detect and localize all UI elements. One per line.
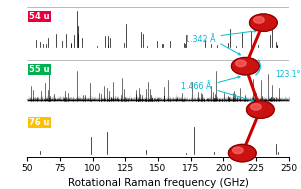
Text: 1.466 Å: 1.466 Å [181,82,211,91]
Text: 54 u: 54 u [29,12,50,21]
Text: 55 u: 55 u [29,65,50,74]
Text: 1.342 Å: 1.342 Å [185,35,216,44]
Text: 76 u: 76 u [29,119,50,127]
Text: 123.1°: 123.1° [275,70,301,79]
X-axis label: Rotational Raman frequency (GHz): Rotational Raman frequency (GHz) [68,178,248,188]
